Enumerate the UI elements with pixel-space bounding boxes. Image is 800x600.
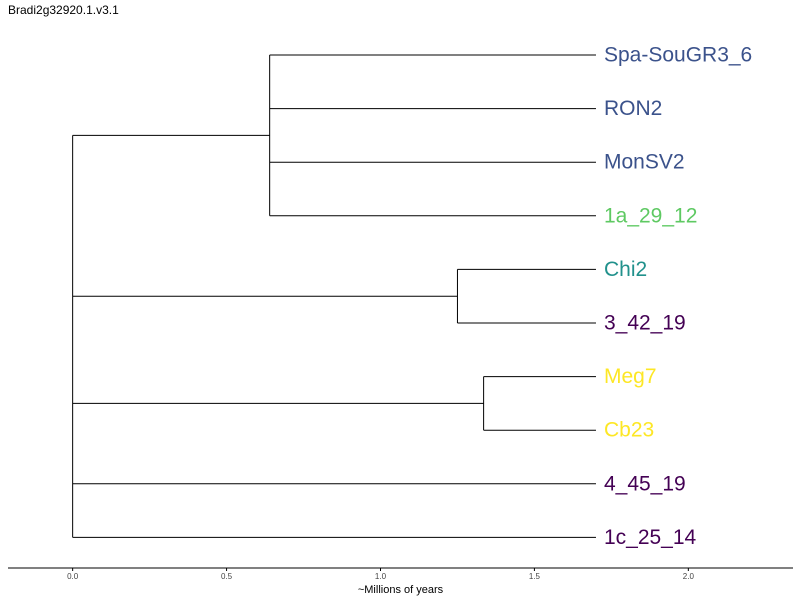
- x-axis-label: ~Millions of years: [358, 584, 444, 596]
- leaf-label: 1a_29_12: [604, 204, 697, 227]
- leaf-label: 1c_25_14: [604, 526, 697, 549]
- x-tick-label: 0.5: [221, 572, 233, 581]
- leaf-label: 3_42_19: [604, 312, 686, 335]
- x-tick-label: 1.5: [529, 572, 541, 581]
- leaf-label: RON2: [604, 97, 662, 120]
- leaf-label: Cb23: [604, 419, 654, 442]
- leaf-label: Chi2: [604, 258, 647, 281]
- x-tick-label: 0.0: [67, 572, 79, 581]
- leaf-label: Meg7: [604, 365, 657, 388]
- x-tick-label: 2.0: [683, 572, 695, 581]
- leaf-label: 4_45_19: [604, 472, 686, 495]
- chart-title: Bradi2g32920.1.v3.1: [8, 3, 119, 17]
- leaf-label: MonSV2: [604, 151, 685, 174]
- leaf-label: Spa-SouGR3_6: [604, 44, 752, 67]
- x-tick-label: 1.0: [375, 572, 387, 581]
